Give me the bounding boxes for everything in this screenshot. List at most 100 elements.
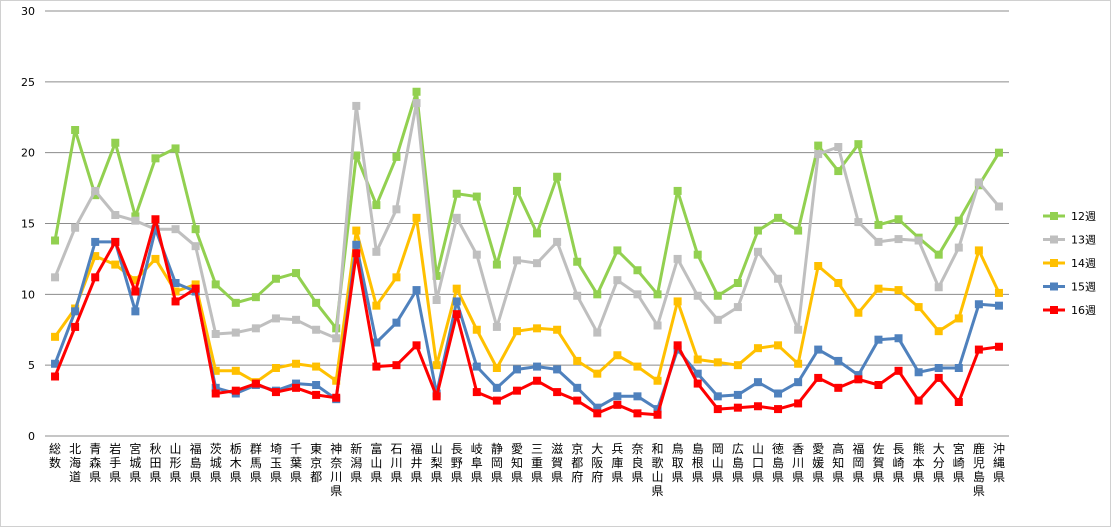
x-tick-label: 大阪府: [591, 442, 603, 484]
data-point: [613, 351, 622, 360]
data-point: [814, 262, 823, 270]
data-point: [51, 359, 60, 368]
x-tick-label: 茨城県: [210, 442, 222, 484]
data-point: [673, 186, 682, 195]
data-point: [713, 392, 722, 401]
x-tick-label: 千葉県: [290, 442, 302, 484]
data-point: [533, 376, 542, 385]
data-point: [492, 322, 501, 331]
data-point: [111, 138, 120, 147]
data-point: [452, 213, 461, 222]
y-tick-label: 5: [28, 359, 35, 372]
data-point: [472, 362, 481, 371]
x-tick-label: 兵庫県: [611, 442, 623, 484]
data-point: [874, 381, 883, 389]
x-axis: 総数北海道青森県岩手県宮城県秋田県山形県福島県茨城県栃木県群馬県埼玉県千葉県東京…: [49, 441, 1005, 498]
data-point: [412, 87, 421, 96]
data-point: [71, 223, 80, 232]
data-point: [834, 356, 843, 365]
data-point: [472, 250, 481, 259]
data-point: [492, 260, 501, 269]
data-point: [573, 383, 582, 392]
data-point: [934, 364, 943, 372]
x-tick-label: 北海道: [69, 442, 81, 484]
x-tick-label: 徳島県: [772, 441, 784, 484]
x-tick-label: 山梨県: [431, 442, 443, 484]
data-point: [834, 167, 843, 176]
data-point: [733, 403, 742, 412]
x-tick-label: 大分県: [933, 442, 945, 484]
data-point: [894, 235, 903, 244]
data-point: [653, 376, 662, 385]
x-tick-label: 神奈川県: [330, 442, 342, 498]
data-point: [452, 284, 461, 293]
data-point: [653, 321, 662, 330]
data-point: [91, 186, 100, 195]
x-tick-label: 栃木県: [230, 442, 242, 484]
data-point: [994, 288, 1003, 297]
legend-item: 12週: [1043, 210, 1096, 223]
data-point: [854, 308, 863, 317]
data-point: [814, 345, 823, 354]
gridlines: [45, 10, 1009, 437]
data-point: [171, 279, 180, 287]
data-point: [131, 216, 140, 225]
data-point: [131, 212, 140, 221]
data-point: [392, 318, 401, 327]
data-point: [914, 236, 923, 245]
series-line: [53, 90, 1001, 330]
data-point: [573, 291, 582, 300]
data-point: [312, 390, 321, 399]
data-point: [91, 237, 100, 246]
data-point: [713, 405, 722, 414]
data-point: [472, 325, 481, 334]
data-point: [533, 362, 542, 371]
data-point: [874, 220, 883, 229]
data-point: [593, 403, 602, 412]
data-point: [71, 126, 80, 134]
data-point: [452, 310, 461, 319]
data-point: [994, 202, 1003, 211]
legend-label: 13週: [1071, 234, 1096, 247]
data-point: [352, 226, 361, 235]
data-point: [372, 247, 381, 256]
data-point: [693, 355, 702, 364]
data-point: [171, 225, 180, 234]
data-point: [733, 361, 742, 370]
data-point: [292, 383, 301, 392]
x-tick-label: 島根県: [692, 441, 704, 484]
data-point: [211, 389, 220, 398]
data-point: [392, 361, 401, 370]
x-tick-label: 石川県: [390, 442, 402, 484]
x-tick-label: 岡山県: [712, 442, 724, 484]
data-point: [713, 358, 722, 367]
data-point: [974, 178, 983, 187]
x-tick-label: 富山県: [370, 441, 382, 484]
data-point: [512, 327, 521, 336]
x-tick-label: 福島県: [190, 441, 202, 484]
data-point: [372, 338, 381, 347]
data-point: [312, 381, 321, 389]
data-point: [111, 237, 120, 246]
data-point: [693, 291, 702, 300]
x-tick-label: 長崎県: [893, 442, 905, 484]
data-point: [713, 291, 722, 300]
data-point: [733, 279, 742, 287]
data-point: [191, 242, 200, 251]
data-point: [553, 365, 562, 374]
data-point: [312, 362, 321, 371]
data-point: [171, 297, 180, 306]
data-point: [372, 201, 381, 210]
data-point: [211, 366, 220, 375]
data-point: [131, 307, 140, 316]
data-point: [553, 388, 562, 397]
data-point: [573, 396, 582, 405]
legend-marker: [1050, 259, 1058, 267]
data-point: [352, 101, 361, 110]
legend-marker: [1050, 282, 1058, 291]
data-point: [814, 373, 823, 382]
x-tick-label: 佐賀県: [872, 442, 884, 484]
data-point: [673, 254, 682, 263]
